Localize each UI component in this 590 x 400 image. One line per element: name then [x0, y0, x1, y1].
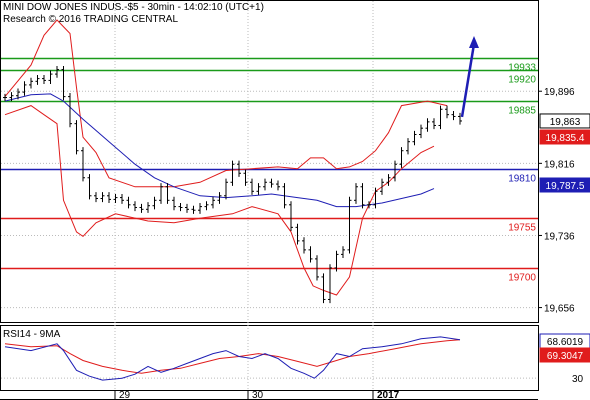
y-tick-label: 19,816	[544, 159, 575, 170]
forecast-arrow-head	[469, 36, 479, 48]
x-tick-label: 30	[252, 390, 264, 400]
level-label: 19933	[508, 63, 536, 74]
rsi-line	[4, 336, 461, 381]
bollinger-upper-line	[4, 19, 448, 188]
x-tick-label: 2017	[377, 390, 400, 400]
y-tick-label: 19,656	[544, 304, 575, 315]
copyright-text: Research © 2016 TRADING CENTRAL	[3, 14, 179, 25]
rsi-y-tick-label: 30	[572, 374, 584, 385]
level-label: 19700	[508, 273, 536, 284]
rsi-tag-label: 69.3047	[547, 351, 584, 362]
price-tag-label: 19,835.4	[546, 133, 585, 144]
x-tick-label: 29	[119, 390, 131, 400]
level-label: 19755	[508, 223, 536, 234]
forecast-arrow-shaft	[460, 43, 476, 118]
bollinger-lower-line	[4, 105, 435, 296]
moving-average-line	[4, 93, 435, 208]
level-label: 19920	[508, 75, 536, 86]
rsi-ma-line	[4, 339, 461, 374]
rsi-panel-label: RSI14 - 9MA	[3, 329, 61, 340]
rsi-panel-frame	[0, 325, 539, 391]
price-tag-box	[539, 177, 590, 193]
chart-title: MINI DOW JONES INDUS.-$5 - 30min - 14:02…	[3, 2, 264, 13]
y-tick-label: 19,896	[544, 87, 575, 98]
price-tag-box	[539, 113, 590, 129]
price-tag-label: 19,863	[550, 117, 581, 128]
rsi-tag-label: 68.6019	[547, 337, 584, 348]
price-tag-box	[539, 129, 590, 145]
level-label: 19885	[508, 106, 536, 117]
level-label: 19810	[508, 174, 536, 185]
y-tick-label: 19,736	[544, 231, 575, 242]
rsi-tag-box	[539, 347, 590, 363]
main-panel-frame	[0, 0, 539, 323]
price-tag-label: 19,787.5	[546, 181, 585, 192]
